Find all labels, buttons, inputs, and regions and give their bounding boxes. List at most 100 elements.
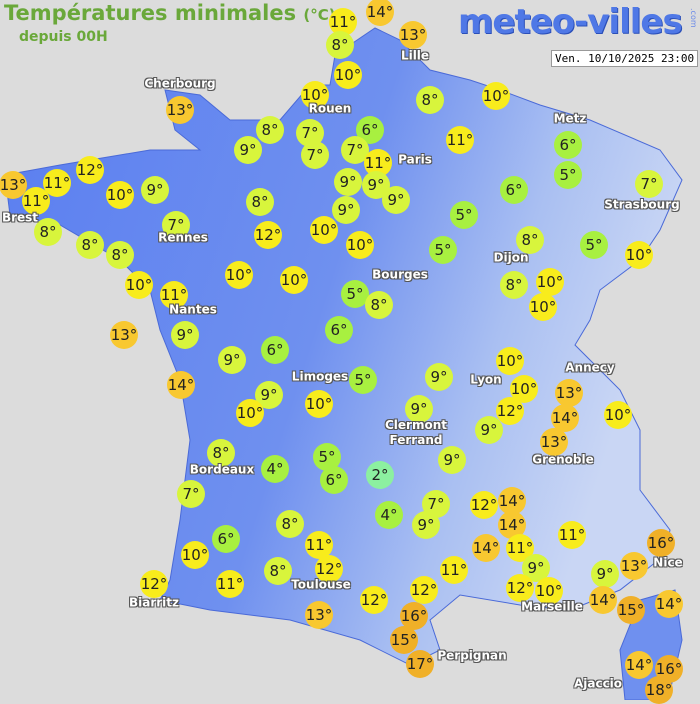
temperature-marker[interactable]: 5° bbox=[429, 236, 457, 264]
temperature-marker[interactable]: 13° bbox=[540, 428, 568, 456]
temperature-marker[interactable]: 9° bbox=[382, 186, 410, 214]
temperature-marker[interactable]: 6° bbox=[356, 116, 384, 144]
temperature-marker[interactable]: 8° bbox=[264, 557, 292, 585]
temperature-marker[interactable]: 14° bbox=[498, 487, 526, 515]
temperature-marker[interactable]: 11° bbox=[160, 281, 188, 309]
temperature-marker[interactable]: 6° bbox=[554, 131, 582, 159]
temperature-marker[interactable]: 10° bbox=[225, 261, 253, 289]
temperature-marker[interactable]: 10° bbox=[604, 401, 632, 429]
temperature-marker[interactable]: 9° bbox=[255, 381, 283, 409]
temperature-marker[interactable]: 5° bbox=[313, 443, 341, 471]
temperature-marker[interactable]: 8° bbox=[246, 188, 274, 216]
temperature-marker[interactable]: 9° bbox=[412, 511, 440, 539]
temperature-marker[interactable]: 11° bbox=[558, 521, 586, 549]
temperature-marker[interactable]: 14° bbox=[589, 586, 617, 614]
temperature-marker[interactable]: 10° bbox=[496, 347, 524, 375]
temperature-marker[interactable]: 9° bbox=[591, 560, 619, 588]
temperature-marker[interactable]: 10° bbox=[625, 241, 653, 269]
temperature-marker[interactable]: 12° bbox=[140, 570, 168, 598]
temperature-marker[interactable]: 10° bbox=[280, 266, 308, 294]
temperature-marker[interactable]: 6° bbox=[320, 466, 348, 494]
temperature-marker[interactable]: 8° bbox=[326, 31, 354, 59]
temperature-marker[interactable]: 9° bbox=[438, 446, 466, 474]
temperature-marker[interactable]: 9° bbox=[141, 176, 169, 204]
temperature-marker[interactable]: 18° bbox=[645, 676, 673, 704]
temperature-marker[interactable]: 12° bbox=[470, 491, 498, 519]
temperature-marker[interactable]: 8° bbox=[256, 116, 284, 144]
temperature-marker[interactable]: 12° bbox=[410, 576, 438, 604]
temperature-marker[interactable]: 11° bbox=[446, 126, 474, 154]
temperature-marker[interactable]: 16° bbox=[647, 529, 675, 557]
temperature-marker[interactable]: 9° bbox=[405, 395, 433, 423]
temperature-marker[interactable]: 9° bbox=[332, 196, 360, 224]
temperature-marker[interactable]: 10° bbox=[310, 216, 338, 244]
temperature-marker[interactable]: 10° bbox=[106, 181, 134, 209]
temperature-marker[interactable]: 13° bbox=[166, 96, 194, 124]
temperature-marker[interactable]: 5° bbox=[554, 161, 582, 189]
temperature-marker[interactable]: 12° bbox=[360, 586, 388, 614]
temperature-marker[interactable]: 8° bbox=[76, 231, 104, 259]
temperature-marker[interactable]: 14° bbox=[625, 651, 653, 679]
temperature-marker[interactable]: 11° bbox=[440, 556, 468, 584]
temperature-marker[interactable]: 11° bbox=[329, 8, 357, 36]
temperature-marker[interactable]: 13° bbox=[305, 601, 333, 629]
temperature-marker[interactable]: 13° bbox=[555, 379, 583, 407]
temperature-marker[interactable]: 15° bbox=[390, 626, 418, 654]
temperature-marker[interactable]: 14° bbox=[655, 590, 683, 618]
temperature-marker[interactable]: 7° bbox=[296, 119, 324, 147]
temperature-marker[interactable]: 13° bbox=[110, 321, 138, 349]
temperature-marker[interactable]: 12° bbox=[254, 221, 282, 249]
temperature-marker[interactable]: 6° bbox=[500, 176, 528, 204]
temperature-marker[interactable]: 8° bbox=[207, 439, 235, 467]
temperature-marker[interactable]: 10° bbox=[510, 375, 538, 403]
temperature-marker[interactable]: 6° bbox=[261, 336, 289, 364]
temperature-marker[interactable]: 11° bbox=[216, 570, 244, 598]
temperature-marker[interactable]: 14° bbox=[167, 371, 195, 399]
temperature-marker[interactable]: 12° bbox=[76, 156, 104, 184]
temperature-marker[interactable]: 8° bbox=[516, 226, 544, 254]
temperature-marker[interactable]: 14° bbox=[472, 534, 500, 562]
temperature-marker[interactable]: 11° bbox=[43, 169, 71, 197]
temperature-marker[interactable]: 10° bbox=[535, 577, 563, 605]
temperature-marker[interactable]: 11° bbox=[22, 187, 50, 215]
temperature-marker[interactable]: 9° bbox=[425, 363, 453, 391]
temperature-marker[interactable]: 10° bbox=[334, 61, 362, 89]
temperature-marker[interactable]: 12° bbox=[315, 555, 343, 583]
temperature-marker[interactable]: 9° bbox=[475, 416, 503, 444]
temperature-marker[interactable]: 14° bbox=[498, 511, 526, 539]
temperature-marker[interactable]: 7° bbox=[162, 211, 190, 239]
temperature-marker[interactable]: 2° bbox=[366, 461, 394, 489]
temperature-marker[interactable]: 6° bbox=[325, 316, 353, 344]
temperature-marker[interactable]: 9° bbox=[334, 168, 362, 196]
temperature-marker[interactable]: 4° bbox=[261, 455, 289, 483]
temperature-marker[interactable]: 14° bbox=[366, 0, 394, 26]
temperature-marker[interactable]: 8° bbox=[416, 86, 444, 114]
temperature-marker[interactable]: 16° bbox=[400, 602, 428, 630]
temperature-marker[interactable]: 7° bbox=[301, 141, 329, 169]
temperature-marker[interactable]: 6° bbox=[212, 525, 240, 553]
temperature-marker[interactable]: 9° bbox=[234, 136, 262, 164]
temperature-marker[interactable]: 13° bbox=[620, 552, 648, 580]
temperature-marker[interactable]: 13° bbox=[399, 21, 427, 49]
temperature-marker[interactable]: 12° bbox=[496, 397, 524, 425]
temperature-marker[interactable]: 10° bbox=[236, 399, 264, 427]
temperature-marker[interactable]: 10° bbox=[346, 231, 374, 259]
temperature-marker[interactable]: 10° bbox=[181, 541, 209, 569]
temperature-marker[interactable]: 10° bbox=[536, 268, 564, 296]
temperature-marker[interactable]: 15° bbox=[617, 596, 645, 624]
temperature-marker[interactable]: 10° bbox=[529, 293, 557, 321]
temperature-marker[interactable]: 10° bbox=[301, 81, 329, 109]
temperature-marker[interactable]: 9° bbox=[171, 321, 199, 349]
temperature-marker[interactable]: 7° bbox=[635, 170, 663, 198]
temperature-marker[interactable]: 8° bbox=[106, 241, 134, 269]
temperature-marker[interactable]: 9° bbox=[218, 346, 246, 374]
temperature-marker[interactable]: 11° bbox=[305, 531, 333, 559]
temperature-marker[interactable]: 17° bbox=[406, 650, 434, 678]
temperature-marker[interactable]: 5° bbox=[341, 280, 369, 308]
temperature-marker[interactable]: 10° bbox=[305, 390, 333, 418]
logo[interactable]: meteo-villes bbox=[458, 2, 683, 42]
temperature-marker[interactable]: 10° bbox=[482, 82, 510, 110]
temperature-marker[interactable]: 8° bbox=[500, 271, 528, 299]
temperature-marker[interactable]: 5° bbox=[580, 231, 608, 259]
temperature-marker[interactable]: 4° bbox=[375, 501, 403, 529]
